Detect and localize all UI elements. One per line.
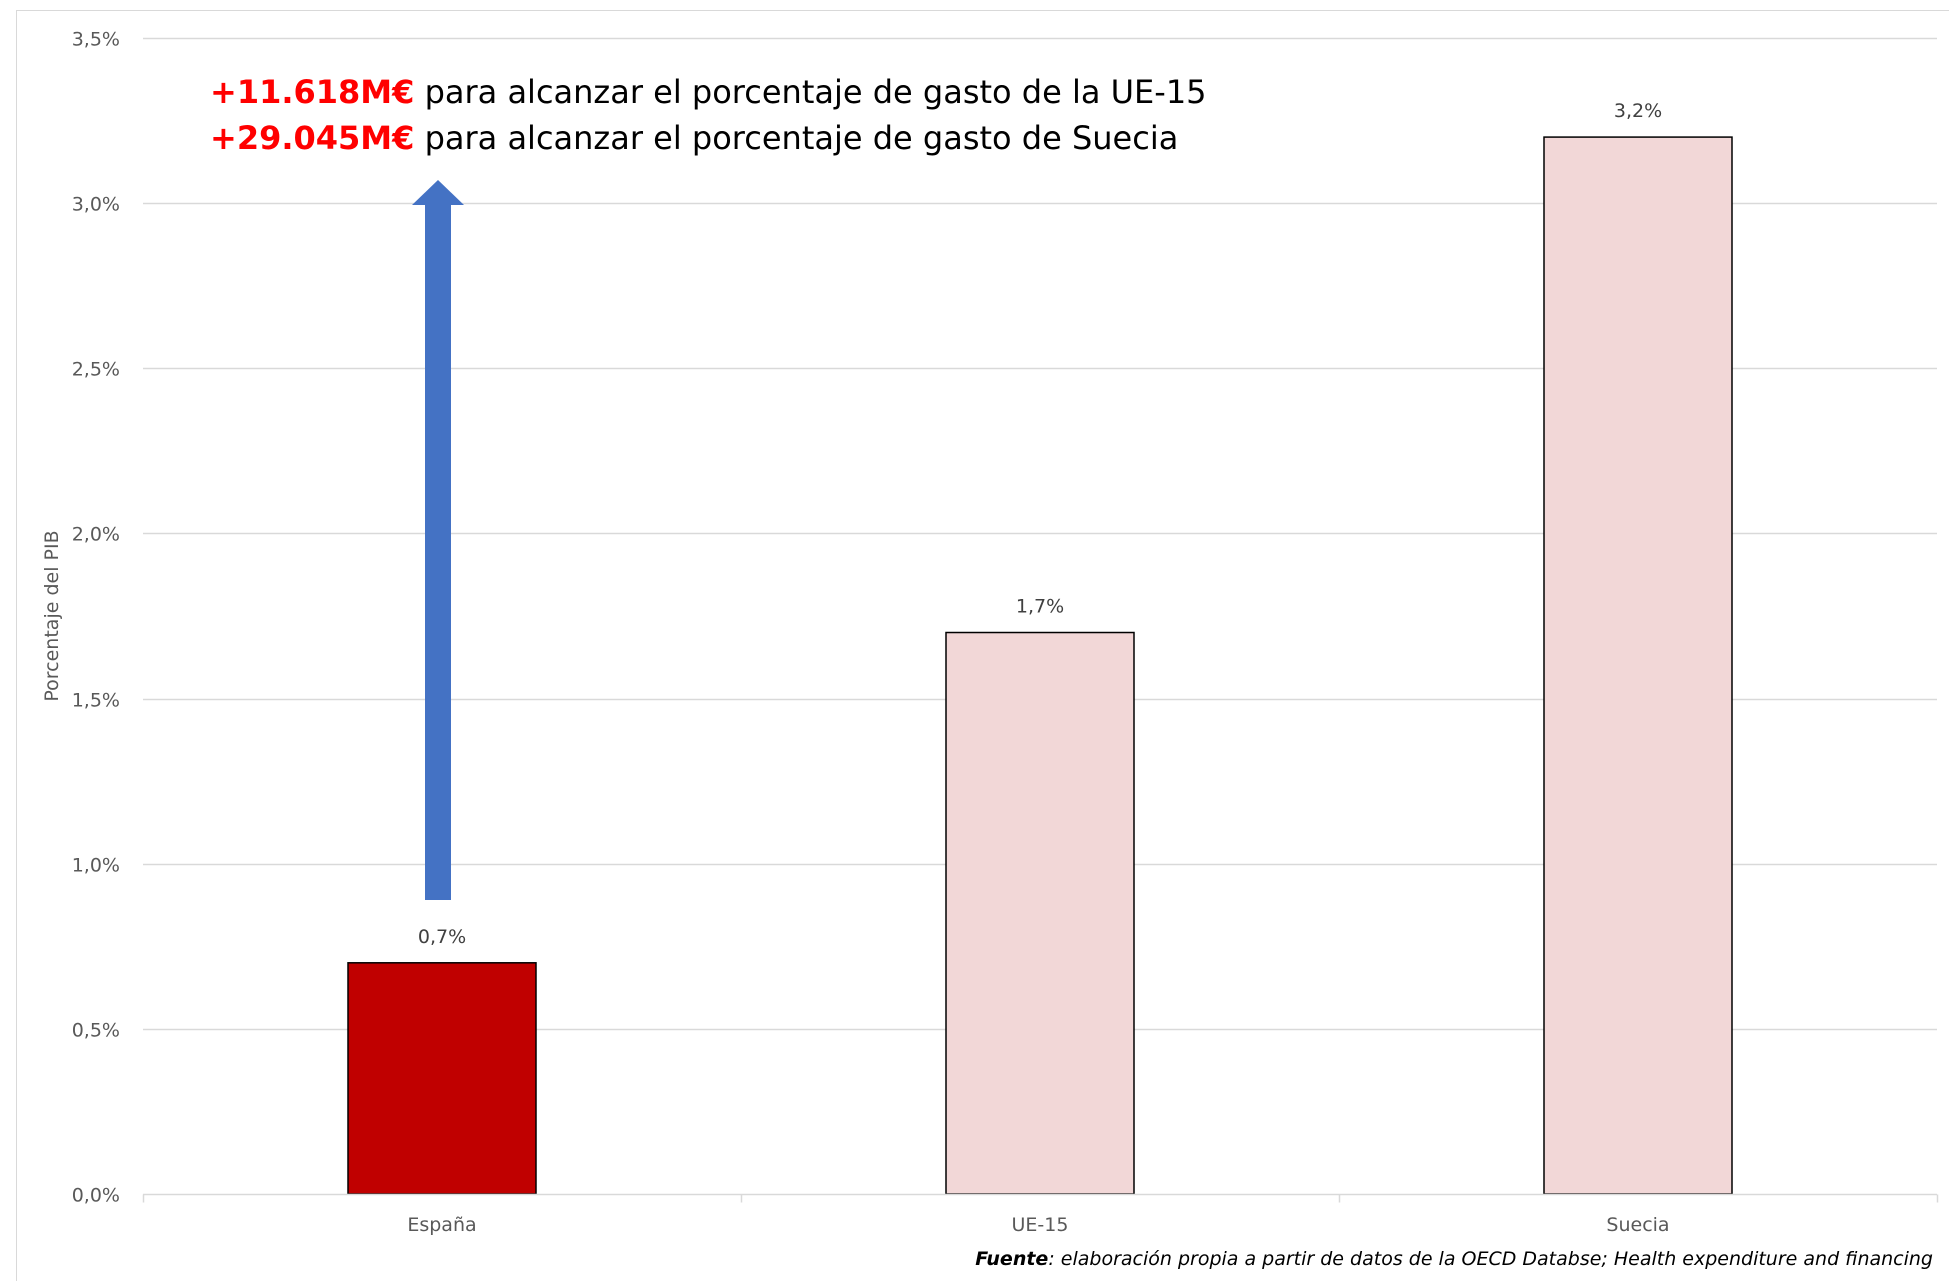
up-arrow bbox=[412, 180, 464, 901]
bar-ue-15 bbox=[945, 631, 1135, 1195]
y-tick-label: 0,0% bbox=[72, 1185, 120, 1207]
y-tick-label: 3,0% bbox=[72, 194, 120, 216]
y-tick-label: 3,5% bbox=[72, 29, 120, 51]
y-tick-label: 2,0% bbox=[72, 524, 120, 546]
bars bbox=[347, 136, 1733, 1195]
data-labels: 0,7% 1,7% 3,2% bbox=[418, 100, 1662, 948]
bar-suecia bbox=[1543, 136, 1733, 1195]
annotation-ue15-text: para alcanzar el porcentaje de gasto de … bbox=[414, 73, 1207, 111]
y-tick-label: 1,0% bbox=[72, 855, 120, 877]
category-label: España bbox=[407, 1214, 476, 1236]
y-tick-label: 0,5% bbox=[72, 1020, 120, 1042]
annotation-ue15-amount: +11.618M€ bbox=[210, 73, 415, 111]
annotation-suecia-text: para alcanzar el porcentaje de gasto de … bbox=[414, 119, 1179, 157]
data-label: 3,2% bbox=[1614, 100, 1662, 122]
category-label: Suecia bbox=[1606, 1214, 1669, 1236]
source-text: : elaboración propia a partir de datos d… bbox=[1048, 1248, 1933, 1270]
chart-frame bbox=[16, 10, 1949, 1281]
y-tick-label: 1,5% bbox=[72, 690, 120, 712]
source-label: Fuente bbox=[975, 1248, 1049, 1270]
arrow bbox=[412, 180, 464, 901]
data-label: 0,7% bbox=[418, 926, 466, 948]
y-axis-ticks: 0,0% 0,5% 1,0% 1,5% 2,0% 2,5% 3,0% 3,5% bbox=[72, 29, 120, 1207]
annotation-ue15: +11.618M€ para alcanzar el porcentaje de… bbox=[210, 76, 1207, 108]
data-label: 1,7% bbox=[1016, 596, 1064, 618]
x-axis: España UE-15 Suecia bbox=[142, 1193, 1939, 1236]
category-label: UE-15 bbox=[1012, 1214, 1069, 1236]
annotation-suecia: +29.045M€ para alcanzar el porcentaje de… bbox=[210, 122, 1178, 154]
annotation-suecia-amount: +29.045M€ bbox=[210, 119, 415, 157]
bar-espa-a bbox=[347, 962, 537, 1195]
y-axis-title: Porcentaje del PIB bbox=[41, 530, 63, 701]
source-note: Fuente: elaboración propia a partir de d… bbox=[975, 1248, 1933, 1270]
y-tick-label: 2,5% bbox=[72, 359, 120, 381]
